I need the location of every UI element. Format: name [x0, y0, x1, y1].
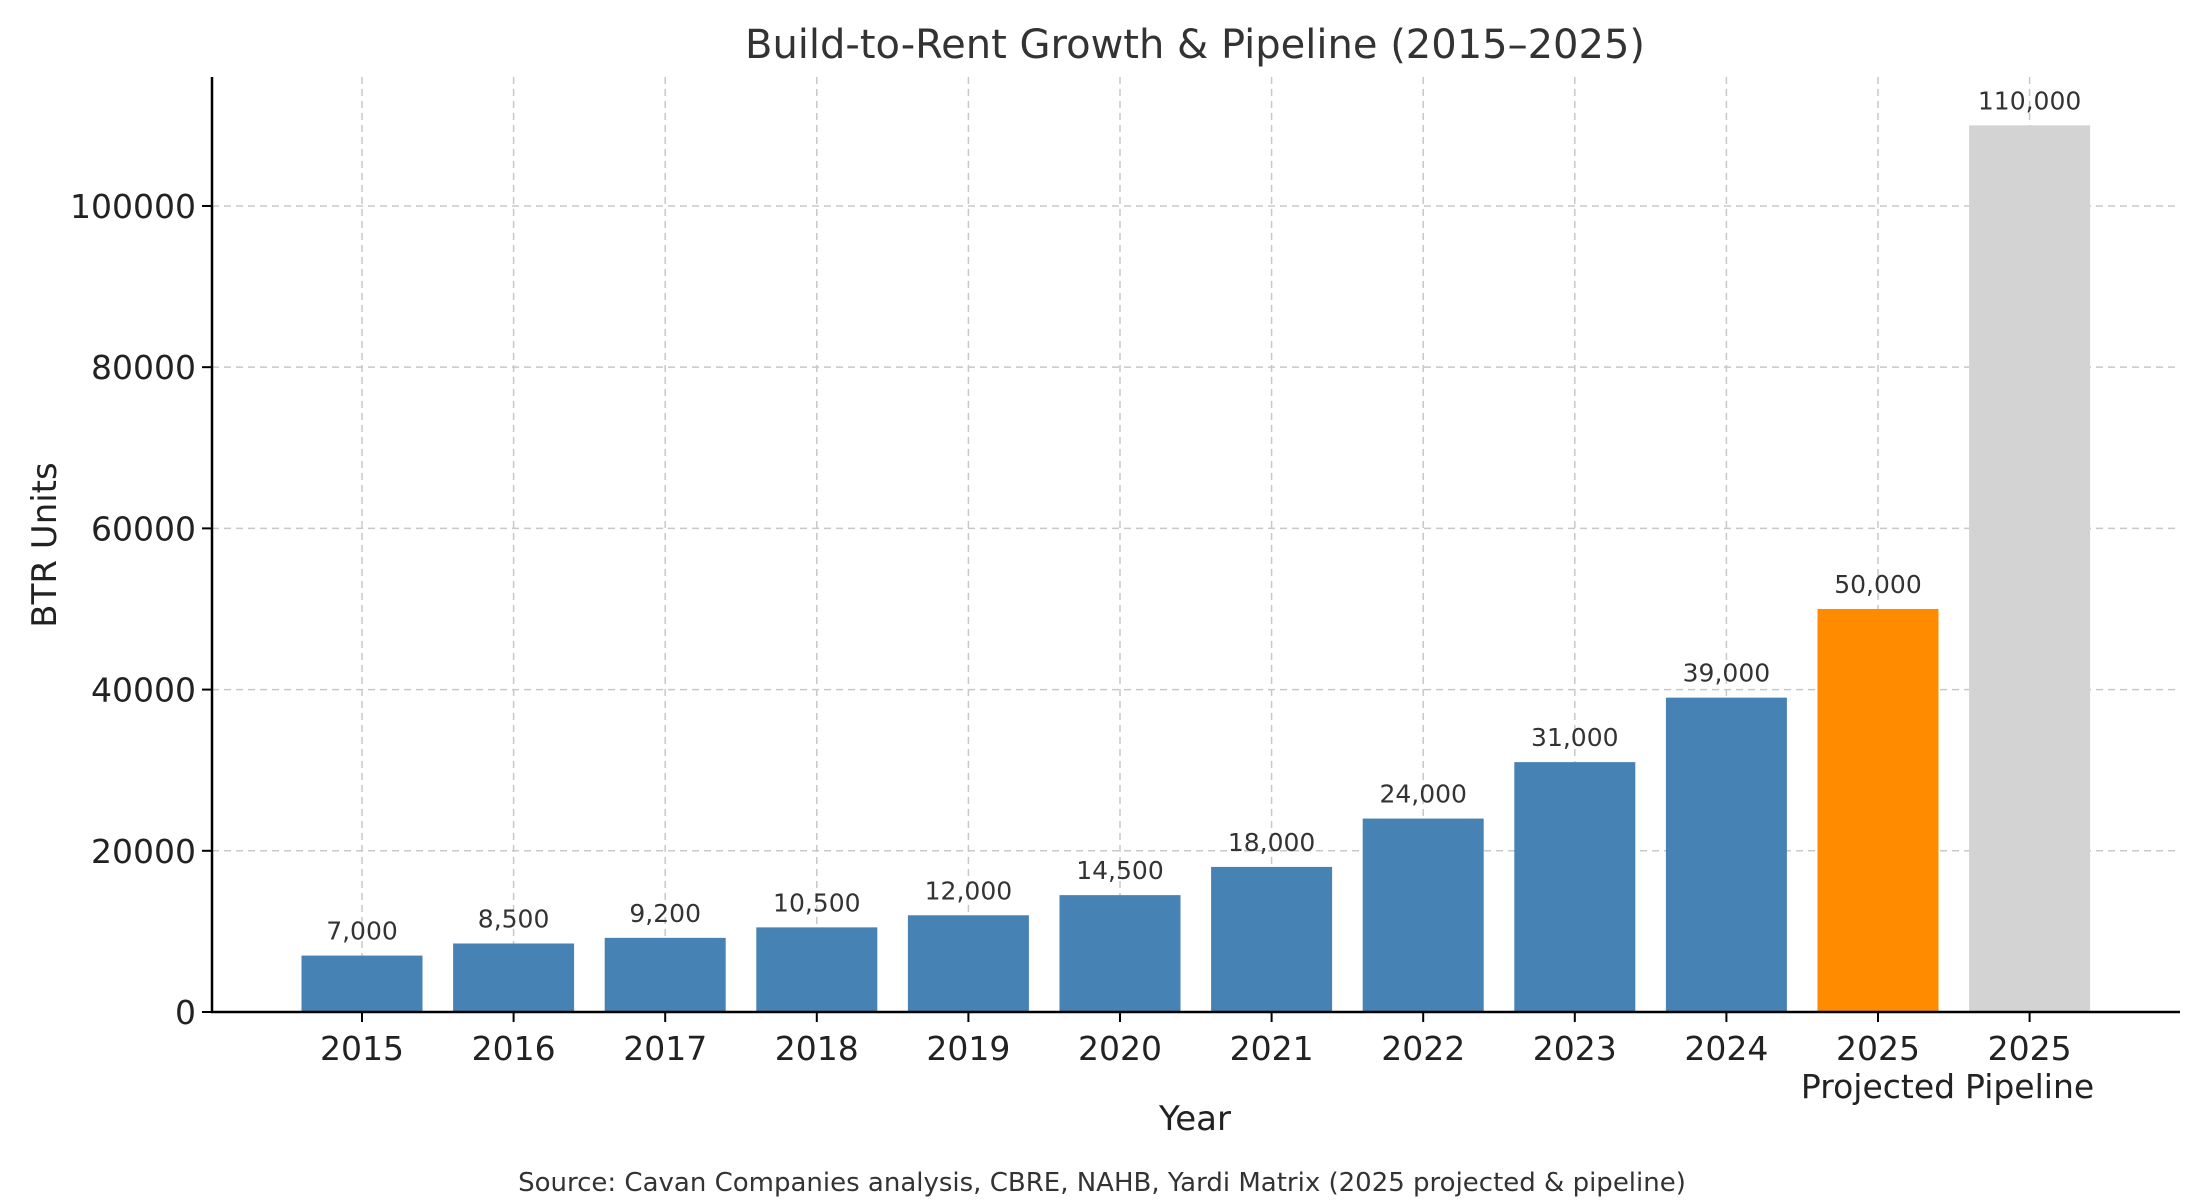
data-labels: 7,000 8,500 9,200 10,500 12,000 14,500 18,000 2… [326, 86, 2081, 945]
x-tick-sublabel: Projected [1801, 1067, 1955, 1106]
bar-value-label: 24,000 [1379, 780, 1466, 809]
x-tick-label: 2020 [1078, 1029, 1162, 1068]
x-tick-label: 2016 [472, 1029, 556, 1068]
bar-value-label: 10,500 [773, 888, 860, 917]
x-tick-label: 2017 [623, 1029, 707, 1068]
y-axis-ticks: 0 20000 40000 60000 80000 100000 [70, 187, 212, 1032]
gridlines [212, 77, 2180, 1012]
x-tick-label: 2024 [1684, 1029, 1768, 1068]
bar-value-label: 12,000 [925, 876, 1012, 905]
y-tick-label: 80000 [91, 348, 196, 387]
bar-value-label: 110,000 [1978, 86, 2081, 115]
bar [1211, 866, 1333, 1012]
bar [756, 927, 878, 1012]
bar-value-label: 9,200 [629, 899, 701, 928]
x-tick-label: 2025 [1836, 1029, 1920, 1068]
x-tick-label: 2021 [1230, 1029, 1314, 1068]
bar [1969, 125, 2091, 1013]
x-tick-label: 2023 [1533, 1029, 1617, 1068]
bar [1362, 818, 1484, 1012]
x-tick-label: 2022 [1381, 1029, 1465, 1068]
bar-value-label: 14,500 [1076, 856, 1163, 885]
y-axis-label: BTR Units [25, 462, 65, 627]
x-axis-ticks: 2015 2016 2017 2018 2019 2020 2021 2022 2023 2024… [320, 1012, 2094, 1106]
bar-value-label: 18,000 [1228, 828, 1315, 857]
x-tick-sublabel: Pipeline [1965, 1067, 2094, 1106]
x-tick-label: 2025 [1988, 1029, 2072, 1068]
bar [907, 915, 1029, 1012]
bar-value-label: 8,500 [478, 904, 550, 933]
bar [1665, 697, 1787, 1012]
y-tick-label: 20000 [91, 832, 196, 871]
bar-value-label: 31,000 [1531, 723, 1618, 752]
x-tick-label: 2019 [926, 1029, 1010, 1068]
bar-value-label: 39,000 [1683, 659, 1770, 688]
bar [604, 937, 726, 1012]
x-axis-label: Year [1158, 1099, 1231, 1139]
y-tick-label: 100000 [70, 187, 196, 226]
source-note: Source: Cavan Companies analysis, CBRE, … [518, 1168, 1686, 1198]
bars [301, 125, 2091, 1013]
x-tick-label: 2018 [775, 1029, 859, 1068]
bar [1817, 608, 1939, 1012]
bar [301, 955, 423, 1012]
bar-value-label: 50,000 [1834, 570, 1921, 599]
bar [453, 943, 575, 1012]
x-tick-label: 2015 [320, 1029, 404, 1068]
y-tick-label: 60000 [91, 509, 196, 548]
bar-value-label: 7,000 [326, 917, 398, 946]
bar [1514, 762, 1636, 1012]
y-tick-label: 0 [175, 993, 196, 1032]
chart-title: Build-to-Rent Growth & Pipeline (2015–20… [745, 22, 1645, 68]
y-tick-label: 40000 [91, 671, 196, 710]
bar [1059, 895, 1181, 1012]
